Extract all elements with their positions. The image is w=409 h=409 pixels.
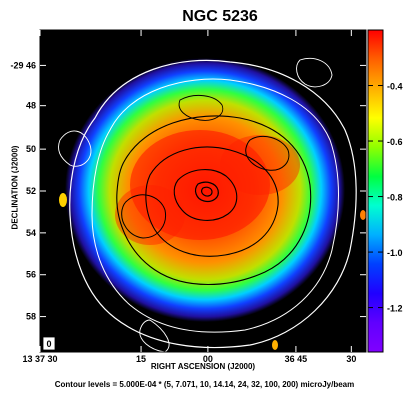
y-tick-label: 58 <box>26 312 36 322</box>
colorbar-gradient <box>368 30 383 352</box>
contour-white <box>296 57 333 88</box>
chart-title: NGC 5236 <box>182 8 258 25</box>
colorbar-frame <box>367 29 384 353</box>
beam-box <box>42 336 56 351</box>
x-tick-label: 30 <box>346 354 356 364</box>
y-tick-label: 50 <box>26 144 36 154</box>
contour-black <box>201 186 213 197</box>
point-source <box>59 193 67 207</box>
x-tick-label: 15 <box>136 354 146 364</box>
contour-white <box>91 78 339 333</box>
colorbar-tick-label: -0.4 <box>387 82 403 92</box>
point-source <box>360 210 366 220</box>
galaxy-arm-region <box>115 185 185 245</box>
contour-white <box>58 130 92 167</box>
colorbar-tick-label: -1.2 <box>387 304 403 314</box>
contour-white <box>69 59 357 349</box>
contour-black <box>116 115 312 285</box>
contour-black <box>145 146 279 257</box>
contour-black <box>178 94 224 121</box>
contour-white <box>139 319 170 352</box>
y-tick-label: 54 <box>26 228 36 238</box>
contour-black <box>121 194 167 239</box>
colorbar <box>367 29 384 353</box>
x-tick-label: 36 45 <box>285 354 308 364</box>
beam-label: 0 <box>46 339 51 349</box>
colorbar-tick-label: -1.0 <box>387 248 403 258</box>
x-tick-label: 13 37 30 <box>22 354 57 364</box>
x-tick-label: 00 <box>203 354 213 364</box>
colorbar-tick-label: -0.8 <box>387 193 403 203</box>
y-tick-label: 52 <box>26 186 36 196</box>
y-tick-label: 48 <box>26 101 36 111</box>
x-axis-label: RIGHT ASCENSION (J2000) <box>150 362 256 371</box>
axes-ticks: -0.4 -0.6 -0.8 -1.0 -1.2 13 37 30 15 00 36 45 30 -… <box>10 30 403 364</box>
y-tick-label: 56 <box>26 270 36 280</box>
point-source <box>272 340 278 350</box>
contour-levels-note: Contour levels = 5.000E-04 * (5, 7.071, … <box>54 380 355 389</box>
colorbar-tick-label: -0.6 <box>387 137 403 147</box>
contour-black <box>194 181 219 203</box>
y-tick-label: -29 46 <box>10 60 36 70</box>
contour-black <box>245 135 290 171</box>
contour-black <box>173 169 238 221</box>
